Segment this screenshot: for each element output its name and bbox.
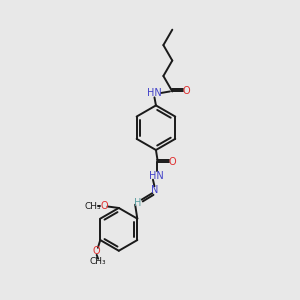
Text: HN: HN bbox=[148, 171, 163, 181]
Text: O: O bbox=[93, 246, 100, 256]
Text: CH₃: CH₃ bbox=[90, 257, 106, 266]
Text: O: O bbox=[183, 86, 190, 96]
Text: HN: HN bbox=[147, 88, 162, 98]
Text: O: O bbox=[100, 202, 108, 212]
Text: N: N bbox=[151, 185, 158, 195]
Text: CH₃: CH₃ bbox=[84, 202, 101, 211]
Text: O: O bbox=[169, 158, 176, 167]
Text: H: H bbox=[134, 198, 142, 208]
